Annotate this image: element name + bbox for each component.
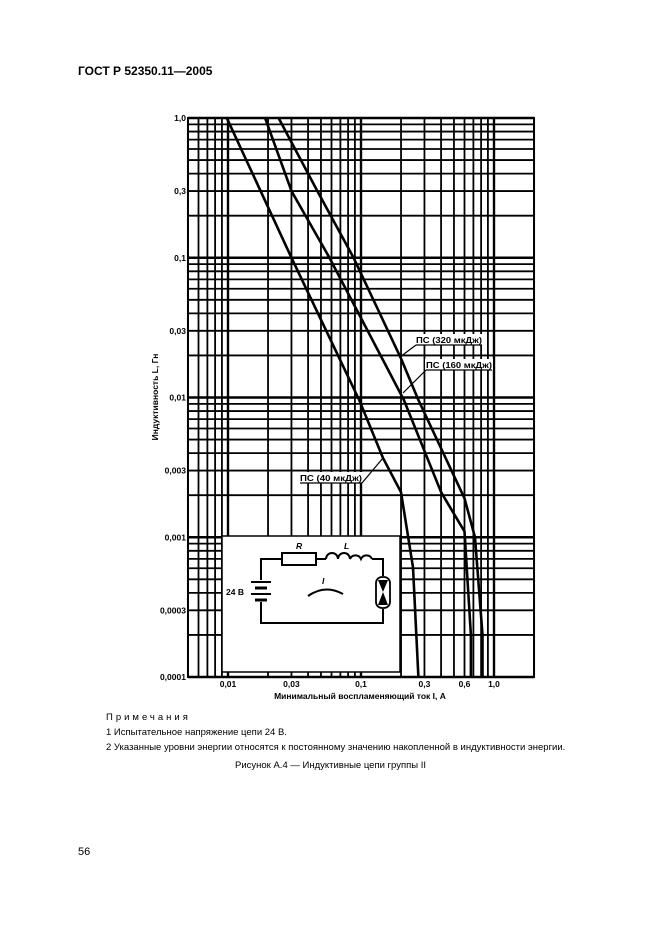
curve-series-1 (263, 117, 473, 677)
y-tick-label: 0,03 (169, 326, 186, 336)
plot-frame (186, 117, 536, 678)
voltage-label: 24 В (226, 587, 244, 597)
spark-gap-electrodes (378, 580, 388, 605)
curve-label: ПС (40 мкДж) (300, 473, 362, 483)
curve-label: ПС (160 мкДж) (426, 360, 492, 370)
resistor (281, 552, 317, 566)
curve-label-background (425, 359, 493, 370)
circuit-wire (260, 602, 384, 624)
note-item: 1 Испытательное напряжение цепи 24 В. (106, 727, 287, 738)
y-tick-label: 0,003 (165, 466, 187, 476)
x-tick-label: 0,6 (459, 679, 471, 689)
x-tick-label: 1,0 (488, 679, 500, 689)
battery (251, 581, 271, 602)
note-item: 2 Указанные уровни энергии относятся к п… (106, 742, 566, 753)
curve-label-leader (361, 457, 384, 484)
y-tick-label: 0,01 (169, 393, 186, 403)
current-arrow (307, 588, 344, 597)
circuit-wire (372, 558, 384, 576)
tick-labels: 0,01 0,03 0,1 0,3 0,6 1,0 1,0 0,3 0,1 0,03 0,01 0,0… (160, 113, 500, 689)
y-tick-label: 0,0001 (160, 672, 186, 682)
x-tick-label: 0,01 (220, 679, 237, 689)
y-tick-label: 0,0003 (160, 605, 186, 615)
y-tick-label: 1,0 (174, 113, 186, 123)
x-tick-label: 0,3 (419, 679, 431, 689)
curve-labels: ПС (320 мкДж) ПС (160 мкДж) ПС (40 мкДж) (299, 334, 493, 484)
page-number: 56 (78, 846, 91, 858)
curve-label-background (415, 334, 483, 345)
inductor-label: L (344, 541, 349, 551)
curve-label-background (299, 472, 363, 483)
notes: Примечания 1 Испытательное напряжение це… (106, 710, 565, 755)
curve-label: ПС (320 мкДж) (416, 335, 482, 345)
figure-caption: Рисунок А.4 — Индуктивные цепи группы II (235, 760, 426, 771)
document-header: ГОСТ Р 52350.11—2005 (78, 64, 213, 78)
x-tick-label: 0,1 (355, 679, 367, 689)
curve-label-leader (399, 344, 417, 358)
y-tick-label: 0,001 (165, 532, 187, 542)
curve-series-2 (277, 117, 484, 677)
notes-title: Примечания (106, 712, 191, 723)
y-tick-label: 0,1 (174, 253, 186, 263)
y-axis-label: Индуктивность L, Гн (150, 354, 160, 441)
circuit-wire (260, 558, 282, 580)
inductance-chart: 0,01 0,03 0,1 0,3 0,6 1,0 1,0 0,3 0,1 0,03 0,01 0,0… (150, 113, 536, 701)
curves (225, 117, 484, 678)
resistor-label: R (296, 541, 303, 551)
curve-series-0 (225, 117, 420, 678)
curve-label-leader (402, 369, 427, 394)
inductor (325, 552, 373, 562)
current-label: I (322, 576, 325, 586)
y-tick-label: 0,3 (174, 186, 186, 196)
x-axis-label: Минимальный воспламеняющий ток I, А (274, 691, 446, 701)
circuit-inset: 24 В R L I (221, 535, 401, 673)
x-tick-label: 0,03 (283, 679, 300, 689)
